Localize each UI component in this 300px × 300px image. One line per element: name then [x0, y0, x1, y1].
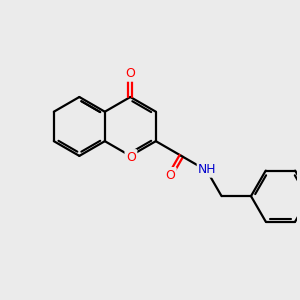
- Text: O: O: [165, 169, 175, 182]
- Text: NH: NH: [198, 163, 217, 176]
- Text: O: O: [126, 151, 136, 164]
- Text: O: O: [125, 67, 135, 80]
